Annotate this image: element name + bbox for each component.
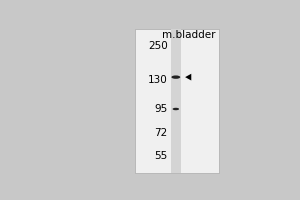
- Text: 72: 72: [154, 128, 168, 138]
- Text: 95: 95: [154, 104, 168, 114]
- Bar: [171, 29, 181, 173]
- Ellipse shape: [171, 75, 180, 79]
- Ellipse shape: [172, 108, 179, 110]
- Text: m.bladder: m.bladder: [162, 30, 215, 40]
- Bar: [135, 29, 219, 173]
- Polygon shape: [185, 74, 191, 81]
- Text: 250: 250: [148, 41, 168, 51]
- Text: 130: 130: [148, 75, 168, 85]
- Text: 55: 55: [154, 151, 168, 161]
